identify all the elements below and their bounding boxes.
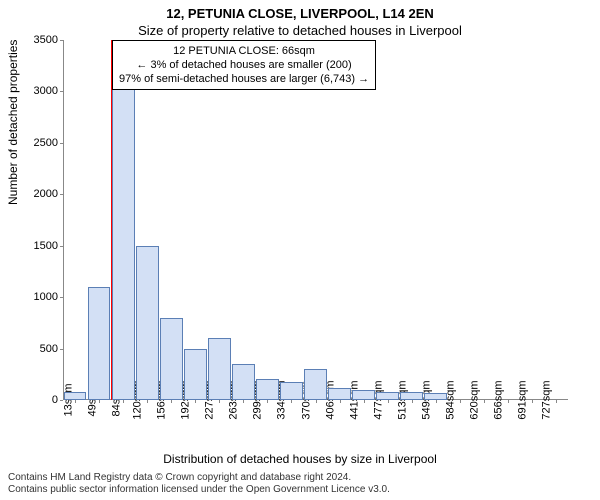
x-tick-mark — [484, 400, 485, 403]
x-axis-label: Distribution of detached houses by size … — [0, 452, 600, 466]
y-tick: 3000 — [34, 85, 63, 97]
x-tick: 477sqm — [368, 380, 384, 419]
x-tick-mark — [316, 400, 317, 403]
x-tick: 656sqm — [488, 380, 504, 419]
x-tick-mark — [75, 400, 76, 403]
x-tick-mark — [147, 400, 148, 403]
bar — [280, 382, 303, 401]
bar — [328, 388, 351, 400]
x-tick-mark — [219, 400, 220, 403]
info-box-line3: 97% of semi-detached houses are larger (… — [119, 72, 369, 86]
y-tick: 2000 — [34, 188, 63, 200]
x-tick-mark — [364, 400, 365, 403]
y-tick-mark — [60, 194, 63, 195]
bar — [208, 338, 231, 400]
y-tick: 1500 — [34, 240, 63, 252]
x-tick-mark — [123, 400, 124, 403]
x-tick: 13sqm — [59, 383, 75, 416]
x-tick-mark — [99, 400, 100, 403]
x-tick: 691sqm — [512, 380, 528, 419]
x-tick-mark — [532, 400, 533, 403]
x-tick-mark — [556, 400, 557, 403]
bar — [256, 379, 279, 400]
x-tick: 513sqm — [392, 380, 408, 419]
x-tick-mark — [508, 400, 509, 403]
x-tick-mark — [460, 400, 461, 403]
y-tick: 2500 — [34, 137, 63, 149]
y-tick-mark — [60, 297, 63, 298]
info-box: 12 PETUNIA CLOSE: 66sqm ← 3% of detached… — [112, 40, 376, 90]
x-tick-mark — [243, 400, 244, 403]
title-address: 12, PETUNIA CLOSE, LIVERPOOL, L14 2EN — [0, 0, 600, 21]
title-subtitle: Size of property relative to detached ho… — [0, 21, 600, 38]
x-tick: 549sqm — [416, 380, 432, 419]
attribution-line1: Contains HM Land Registry data © Crown c… — [8, 472, 390, 484]
x-tick-mark — [412, 400, 413, 403]
info-box-line2: ← 3% of detached houses are smaller (200… — [119, 58, 369, 72]
bar — [184, 349, 207, 400]
property-marker-line — [111, 40, 112, 400]
bar — [232, 364, 255, 400]
bar — [88, 287, 111, 400]
bar — [352, 390, 375, 400]
attribution-line2: Contains public sector information licen… — [8, 484, 390, 496]
x-tick-mark — [436, 400, 437, 403]
bar — [376, 392, 399, 400]
chart-container: 12, PETUNIA CLOSE, LIVERPOOL, L14 2EN Si… — [0, 0, 600, 500]
y-tick: 3500 — [34, 34, 63, 46]
bar — [136, 246, 159, 400]
x-tick-mark — [388, 400, 389, 403]
y-tick-mark — [60, 91, 63, 92]
bar — [112, 76, 135, 400]
y-tick: 1000 — [34, 291, 63, 303]
y-tick-mark — [60, 349, 63, 350]
x-tick: 620sqm — [464, 380, 480, 419]
info-box-line1: 12 PETUNIA CLOSE: 66sqm — [119, 44, 369, 58]
x-tick: 727sqm — [536, 380, 552, 419]
x-tick-mark — [195, 400, 196, 403]
y-tick-mark — [60, 40, 63, 41]
bar — [400, 392, 423, 400]
x-tick: 584sqm — [440, 380, 456, 419]
bar — [160, 318, 183, 400]
y-axis-label: Number of detached properties — [6, 40, 20, 205]
plot-area: 050010001500200025003000350013sqm49sqm84… — [63, 40, 568, 400]
attribution: Contains HM Land Registry data © Crown c… — [8, 472, 390, 496]
bar — [424, 393, 447, 400]
bar — [64, 392, 87, 400]
x-tick-mark — [291, 400, 292, 403]
x-tick-mark — [340, 400, 341, 403]
bar — [304, 369, 327, 400]
y-tick-mark — [60, 246, 63, 247]
x-tick-mark — [171, 400, 172, 403]
y-tick-mark — [60, 143, 63, 144]
x-tick-mark — [267, 400, 268, 403]
x-tick: 441sqm — [344, 380, 360, 419]
